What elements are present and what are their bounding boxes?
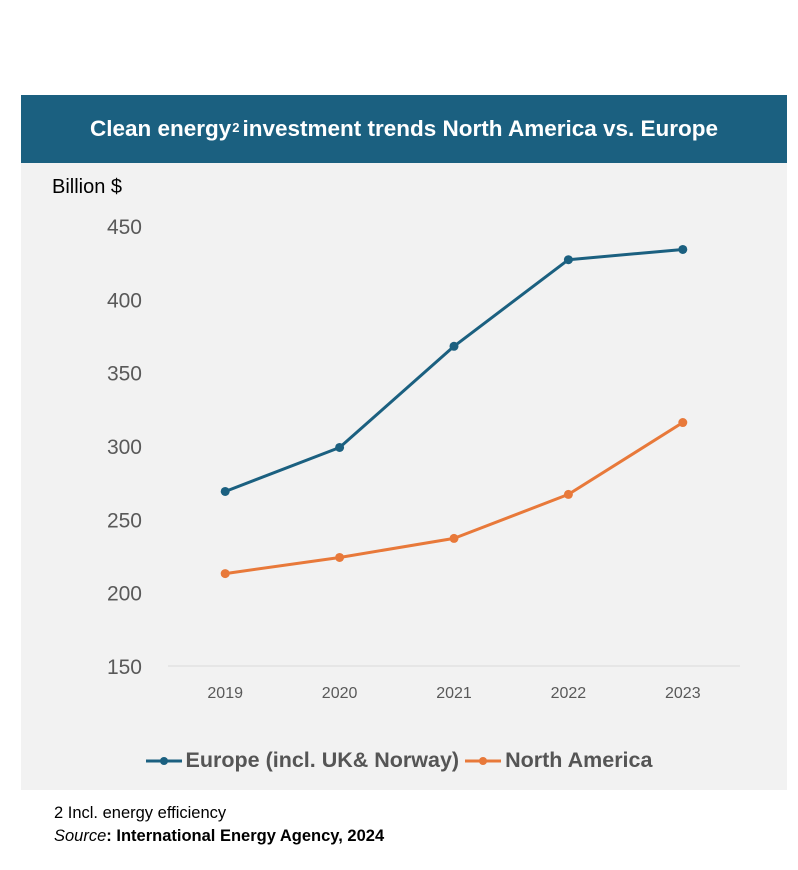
data-point-north-america	[335, 552, 345, 562]
data-point-europe	[220, 486, 230, 496]
data-point-europe	[678, 244, 688, 254]
data-point-north-america	[220, 569, 230, 579]
y-tick-label: 150	[107, 656, 142, 679]
legend-marker-europe	[159, 756, 168, 765]
data-point-europe	[563, 255, 573, 265]
x-tick-label: 2019	[207, 685, 243, 702]
chart-title: Clean energy 2 investment trends North Am…	[21, 95, 787, 163]
series-line-north-america	[224, 421, 684, 576]
y-tick-label: 400	[107, 289, 142, 312]
source-label: Source	[54, 827, 107, 845]
legend-label-europe: Europe (incl. UK& Norway)	[185, 748, 460, 772]
title-text-after: investment trends North America vs. Euro…	[242, 116, 719, 141]
chart-legend: Europe (incl. UK& Norway) North America	[0, 748, 798, 773]
series-line-europe	[224, 247, 683, 493]
x-tick-label: 2021	[436, 685, 472, 702]
legend-item-north-america: North America	[465, 748, 652, 773]
y-tick-label: 350	[107, 363, 142, 386]
data-point-europe	[449, 341, 459, 351]
y-tick-label: 250	[107, 509, 142, 532]
source-note: Source: International Energy Agency, 202…	[54, 827, 384, 846]
data-point-europe	[335, 442, 345, 452]
x-tick-label: 2023	[665, 685, 701, 702]
legend-label-north-america: North America	[505, 748, 653, 772]
x-tick-label: 2020	[322, 685, 358, 702]
y-tick-label: 300	[107, 436, 142, 459]
title-superscript: 2	[232, 119, 240, 135]
y-tick-label: 200	[107, 583, 142, 606]
legend-item-europe: Europe (incl. UK& Norway)	[145, 748, 460, 773]
plot-panel	[21, 163, 787, 790]
legend-swatch-north-america	[465, 756, 502, 765]
title-text-before: Clean energy	[89, 116, 232, 141]
source-text: : International Energy Agency, 2024	[106, 827, 385, 845]
legend-swatch-europe	[145, 756, 182, 765]
footnote: 2 Incl. energy efficiency	[54, 804, 227, 822]
legend-marker-north-america	[479, 756, 488, 765]
data-point-north-america	[678, 418, 688, 428]
y-axis-unit-label: Billion $	[52, 176, 123, 198]
data-point-north-america	[449, 533, 459, 543]
x-tick-label: 2022	[551, 685, 587, 702]
y-tick-label: 450	[107, 216, 142, 239]
data-point-north-america	[563, 489, 573, 499]
